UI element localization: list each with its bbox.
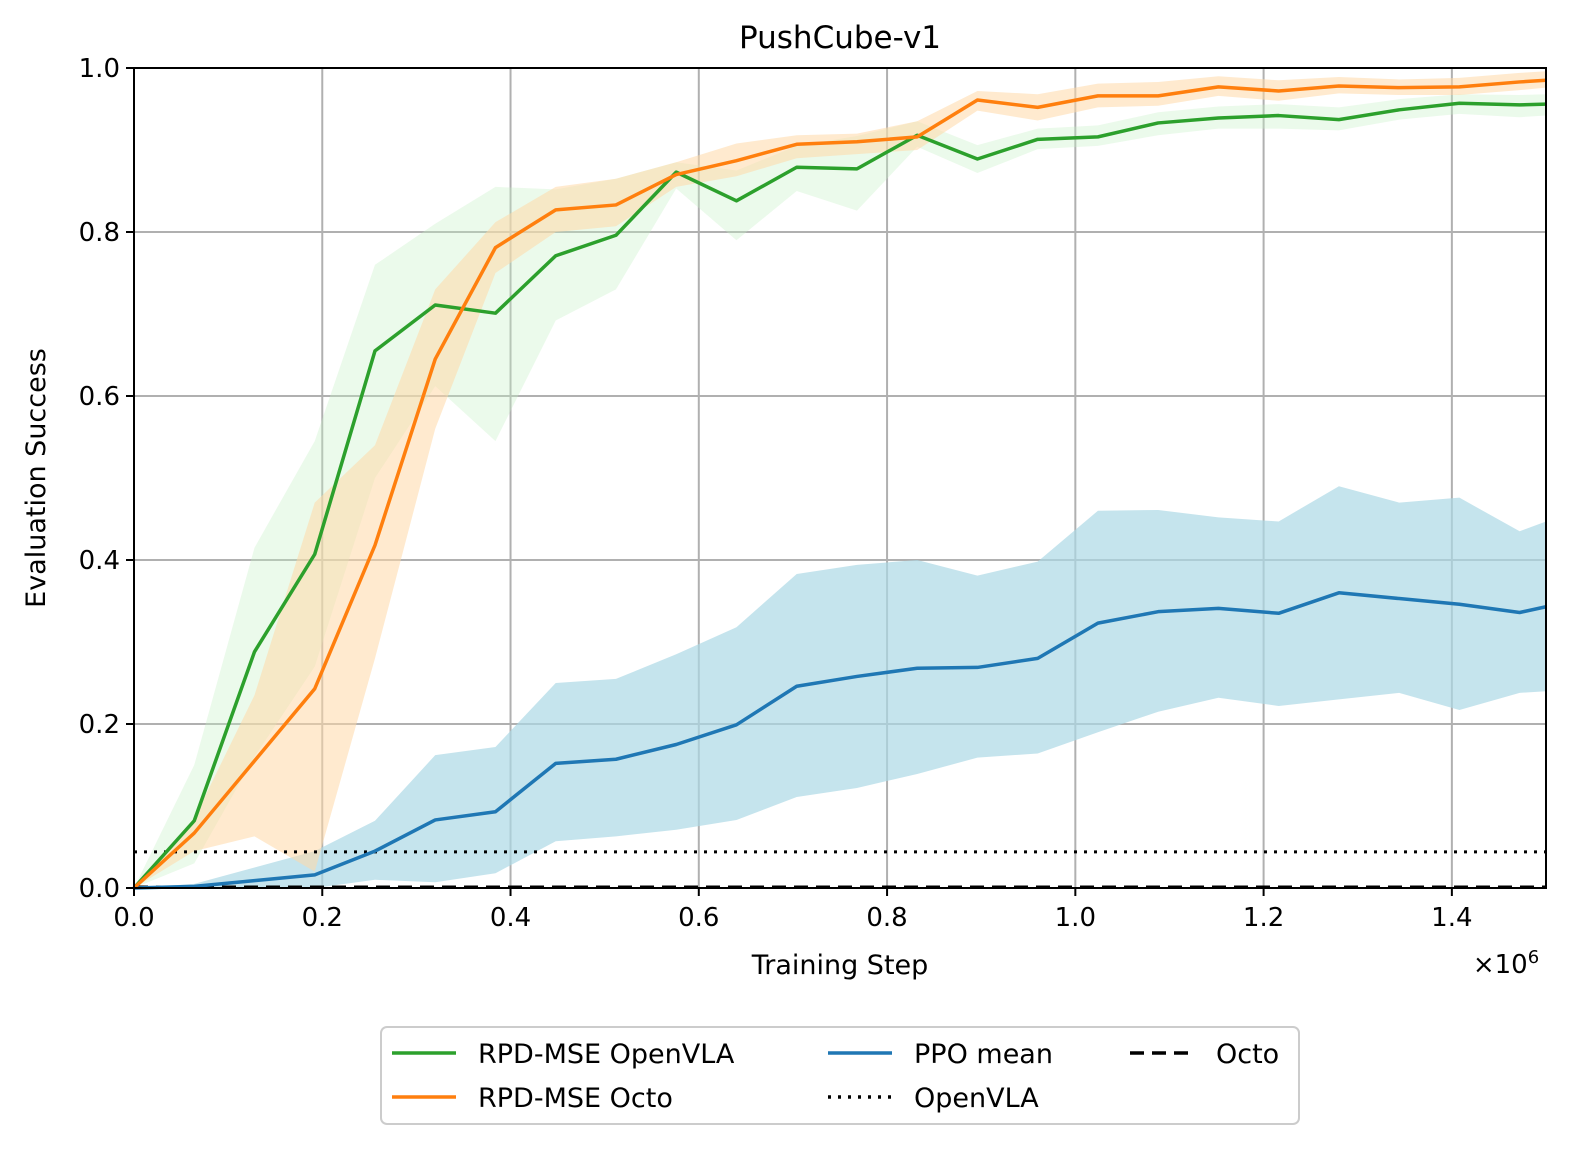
series-line-rpd-mse-octo: [132, 78, 1547, 890]
y-tick-label: 0.6: [79, 382, 120, 412]
chart-title: PushCube-v1: [739, 20, 941, 56]
x-tick-label: 1.0: [1055, 903, 1096, 933]
x-tick-label: 0.6: [678, 903, 719, 933]
series-line-ppo-mean: [133, 591, 1547, 890]
legend-label-rpd-mse-openvla: RPD-MSE OpenVLA: [478, 1039, 735, 1070]
plot-frame: [133, 67, 1547, 889]
x-multiplier-exponent: 6: [1528, 947, 1539, 968]
x-tick-label: 0.4: [490, 903, 531, 933]
y-axis-label: Evaluation Success: [21, 348, 52, 608]
x-ticks: 0.0 0.2 0.4 0.6 0.8 1.0 1.2 1.4: [113, 888, 1473, 933]
legend-label-openvla: OpenVLA: [914, 1083, 1039, 1114]
legend-label-rpd-mse-octo: RPD-MSE Octo: [478, 1083, 673, 1114]
legend-label-octo: Octo: [1216, 1039, 1279, 1070]
x-multiplier: ×106: [1473, 947, 1539, 980]
x-multiplier-base: ×10: [1473, 950, 1528, 980]
x-tick-label: 0.8: [866, 903, 907, 933]
legend-items: RPD-MSE OpenVLA RPD-MSE Octo PPO mean OpenV…: [392, 1039, 1279, 1114]
y-ticks: 0.0 0.2 0.4 0.6 0.8 1.0: [79, 54, 134, 904]
y-tick-label: 0.4: [79, 546, 120, 576]
band-ppo-mean: [134, 486, 1546, 888]
legend-label-ppo-mean: PPO mean: [914, 1039, 1053, 1070]
legend-box: [380, 1026, 1300, 1125]
legend: RPD-MSE OpenVLA RPD-MSE Octo PPO mean OpenV…: [380, 1026, 1300, 1125]
x-tick-label: 0.2: [302, 903, 343, 933]
y-tick-label: 0.0: [79, 874, 120, 904]
x-tick-label: 1.2: [1243, 903, 1284, 933]
x-tick-label: 1.4: [1431, 903, 1472, 933]
y-tick-label: 0.2: [79, 710, 120, 740]
x-axis-label: Training Step: [751, 950, 929, 981]
band-rpd-mse-octo: [134, 71, 1546, 888]
series-line-rpd-mse-openvla: [132, 101, 1547, 890]
y-tick-label: 0.8: [79, 218, 120, 248]
confidence-bands: [134, 71, 1546, 889]
y-tick-label: 1.0: [79, 54, 120, 84]
series-lines: [132, 78, 1547, 890]
x-tick-label: 0.0: [113, 903, 154, 933]
